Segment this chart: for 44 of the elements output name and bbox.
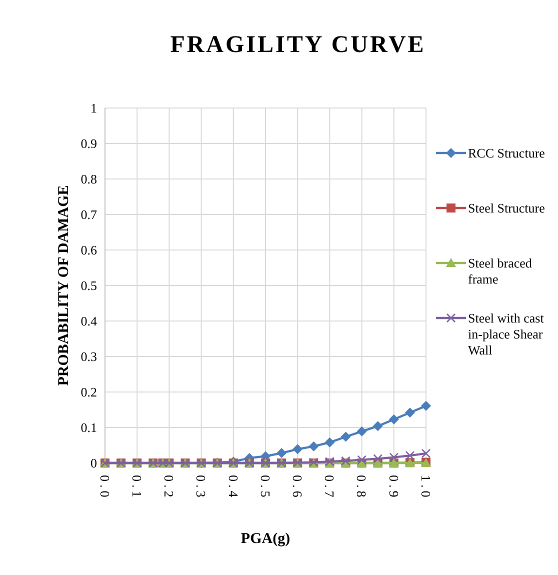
point — [356, 426, 367, 436]
y-tick-label: 1 — [90, 100, 97, 116]
legend-label: Steel with cast in-place Shear Wall — [468, 310, 544, 358]
x-axis-title: PGA(g) — [240, 531, 290, 547]
point — [324, 437, 335, 448]
x-tick-label: 1.0 — [418, 475, 434, 500]
y-axis-title: PROBABILITY OF DAMAGE — [56, 185, 72, 386]
point — [389, 452, 399, 462]
y-tick-label: 0 — [90, 456, 97, 471]
x-tick-label: 0.3 — [194, 475, 209, 500]
y-tick-label: 0.5 — [80, 278, 97, 294]
y-tick-label: 0.7 — [80, 207, 98, 222]
y-tick-label: 0.2 — [80, 384, 97, 400]
x-tick-label: 0.4 — [226, 475, 241, 500]
point — [373, 454, 382, 464]
chart-title: FRAGILITY CURVE — [170, 32, 426, 58]
legend-label: Steel Structure — [468, 200, 546, 216]
y-tick-label: 0.4 — [80, 314, 98, 329]
x-tick-label: 0.0 — [97, 475, 112, 500]
y-tick-label: 0.9 — [80, 136, 97, 152]
point — [404, 408, 415, 418]
x-tick-label: 0.2 — [162, 475, 177, 500]
x-tick-label: 0.8 — [354, 475, 370, 500]
point — [292, 444, 303, 454]
point — [357, 455, 366, 464]
legend-label: Steel braced frame — [468, 256, 532, 287]
point — [276, 448, 287, 458]
point — [405, 450, 415, 460]
x-tick-label: 0.1 — [130, 475, 145, 500]
y-tick-label: 0.8 — [80, 172, 97, 187]
x-tick-label: 0.7 — [322, 475, 338, 500]
x-tick-label: 0.6 — [290, 475, 306, 500]
legend-label: RCC Structure — [468, 146, 546, 161]
point — [388, 414, 399, 424]
y-tick-label: 0.1 — [80, 420, 97, 436]
point — [372, 421, 383, 432]
y-tick-label: 0.3 — [80, 349, 97, 364]
point — [421, 448, 431, 458]
x-tick-label: 0.9 — [386, 475, 402, 500]
y-tick-label: 0.6 — [80, 242, 98, 258]
x-tick-label: 0.5 — [258, 475, 273, 500]
point — [308, 441, 319, 452]
point — [421, 400, 431, 411]
point — [340, 432, 351, 442]
